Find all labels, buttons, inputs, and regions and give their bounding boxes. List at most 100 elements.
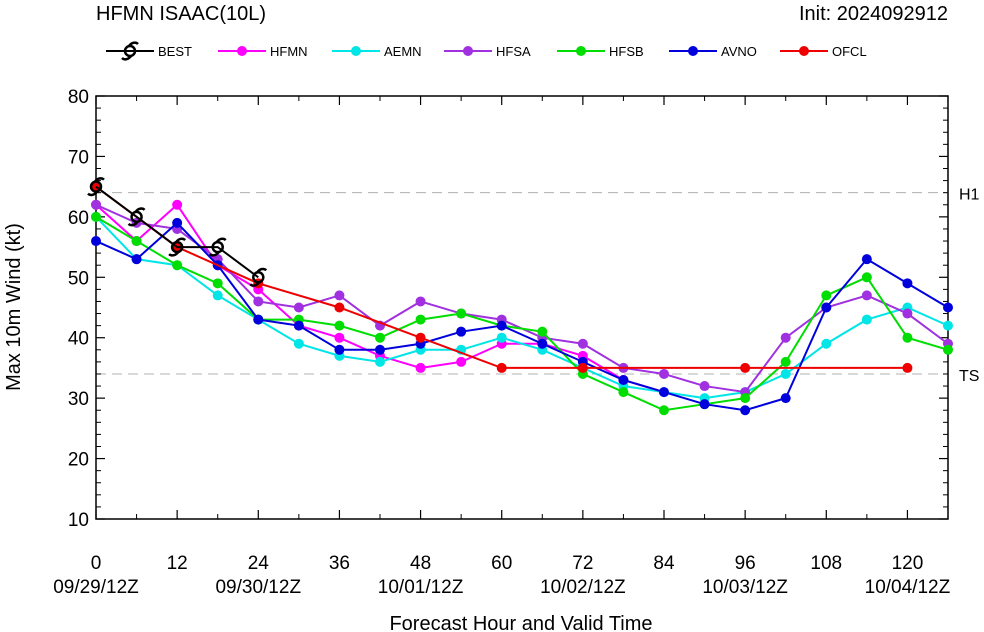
y-axis-label: Max 10m Wind (kt)	[3, 223, 25, 391]
legend-label-best: BEST	[158, 44, 192, 59]
data-point-hfsb	[618, 387, 629, 398]
series-group	[87, 177, 953, 416]
data-point-hfsa	[91, 199, 101, 210]
x-tick-label: 48	[410, 553, 431, 574]
data-point-hfsb	[861, 272, 872, 283]
data-point-aemn	[780, 368, 791, 379]
data-point-avno	[780, 393, 791, 404]
data-point-hfsb	[334, 320, 345, 331]
data-point-aemn	[861, 314, 872, 325]
data-point-hfsb	[131, 236, 142, 247]
data-point-hfsb	[537, 326, 548, 337]
data-point-hfsb	[91, 211, 101, 222]
data-point-ofcl	[334, 302, 345, 313]
data-point-aemn	[821, 338, 832, 349]
data-point-hfsb	[172, 260, 183, 271]
y-axis: 10 20 30 40 50 60 70 80	[68, 87, 948, 531]
data-point-avno	[91, 236, 101, 247]
x-date-label: 09/29/12Z	[53, 577, 139, 598]
series-line-best	[95, 185, 259, 279]
x-date-label: 10/03/12Z	[702, 577, 788, 598]
data-point-ofcl	[902, 362, 913, 373]
data-point-ofcl	[577, 362, 588, 373]
data-point-best	[87, 177, 105, 197]
data-point-avno	[699, 399, 710, 410]
x-tick-label: 60	[491, 553, 512, 574]
y-tick-label: 20	[68, 450, 89, 471]
legend-item-aemn: AEMN	[332, 44, 422, 59]
data-point-aemn	[943, 320, 953, 331]
x-tick-label: 120	[892, 553, 924, 574]
y-tick-label: 10	[68, 510, 89, 531]
x-date-label: 10/02/12Z	[540, 577, 626, 598]
data-point-hfmn	[456, 356, 467, 367]
data-point-avno	[618, 375, 629, 386]
legend-label-hfsa: HFSA	[496, 44, 531, 59]
data-point-ofcl	[415, 332, 426, 343]
legend-item-hfsa: HFSA	[444, 44, 531, 59]
data-point-hfsb	[740, 393, 751, 404]
legend-marker-ofcl	[799, 46, 809, 56]
legend-label-hfmn: HFMN	[270, 44, 308, 59]
data-point-hfsb	[780, 356, 791, 367]
chart-title: HFMN ISAAC(10L)	[96, 3, 266, 25]
data-point-hfsb	[212, 278, 223, 289]
y-tick-label: 40	[68, 329, 89, 350]
data-point-avno	[375, 344, 385, 355]
data-point-aemn	[496, 332, 507, 343]
y-tick-label: 50	[68, 268, 89, 289]
data-point-avno	[740, 405, 751, 416]
data-point-avno	[943, 302, 953, 313]
y-tick-label: 80	[68, 87, 89, 108]
data-point-hfsa	[577, 338, 588, 349]
data-point-hfsa	[902, 308, 913, 319]
data-point-hfsb	[659, 405, 669, 416]
series-line-aemn	[95, 216, 949, 400]
data-point-aemn	[293, 338, 304, 349]
data-point-avno	[172, 217, 183, 228]
x-tick-label: 84	[653, 553, 675, 574]
data-point-best	[208, 237, 227, 257]
data-point-hfmn	[334, 332, 345, 343]
x-tick-label: 108	[810, 553, 842, 574]
legend-item-hfsb: HFSB	[557, 44, 644, 59]
x-tick-label: 72	[572, 553, 593, 574]
legend-marker-best	[121, 41, 139, 61]
data-point-avno	[861, 254, 872, 265]
legend-marker-hfsa	[463, 46, 473, 56]
y-tick-label: 60	[68, 208, 89, 229]
data-point-avno	[253, 314, 264, 325]
data-point-avno	[456, 326, 467, 337]
reference-line-label: H1	[959, 187, 980, 204]
series-avno	[91, 217, 953, 416]
legend-marker-aemn	[351, 46, 361, 56]
data-point-hfsa	[780, 332, 791, 343]
legend-item-best: BEST	[106, 41, 192, 61]
data-point-avno	[821, 302, 832, 313]
reference-lines: H1 TS	[96, 187, 980, 385]
legend-item-avno: AVNO	[669, 44, 757, 59]
legend: BEST HFMN AEMN HFSA HFSB AVNO OFCL	[106, 41, 867, 61]
x-tick-label: 96	[735, 553, 756, 574]
series-ofcl	[91, 181, 913, 373]
data-point-avno	[537, 338, 548, 349]
x-date-label: 09/30/12Z	[215, 577, 301, 598]
x-tick-label: 0	[91, 553, 102, 574]
data-point-hfsb	[415, 314, 426, 325]
x-date-label: 10/04/12Z	[865, 577, 951, 598]
data-point-hfsa	[334, 290, 345, 301]
data-point-hfsa	[415, 296, 426, 307]
plot-area	[95, 95, 949, 520]
data-point-hfsb	[375, 332, 385, 343]
series-best	[87, 177, 268, 287]
legend-item-hfmn: HFMN	[218, 44, 308, 59]
data-point-avno	[293, 320, 304, 331]
x-axis: 0 12 24 36 48 60 72 84 96 108 120 09/29/12Z 09/30/12…	[53, 96, 951, 598]
x-tick-label: 24	[248, 553, 270, 574]
legend-marker-avno	[688, 46, 698, 56]
data-point-avno	[902, 278, 913, 289]
data-point-best	[249, 267, 268, 287]
data-point-avno	[131, 254, 142, 265]
x-tick-label: 36	[329, 553, 350, 574]
data-point-ofcl	[740, 362, 751, 373]
